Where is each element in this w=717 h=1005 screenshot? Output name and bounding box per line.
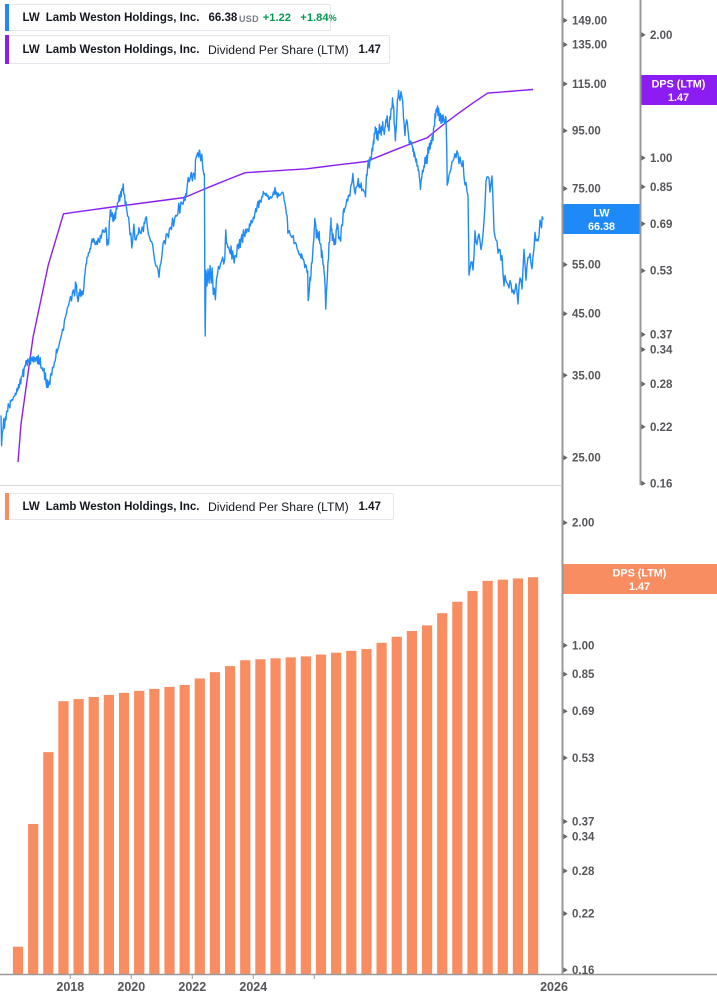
svg-text:55.00: 55.00 — [572, 260, 601, 272]
svg-text:1.00: 1.00 — [650, 153, 672, 165]
svg-text:0.22: 0.22 — [572, 909, 594, 921]
svg-text:95.00: 95.00 — [572, 126, 601, 138]
svg-text:0.53: 0.53 — [572, 753, 594, 765]
svg-text:0.69: 0.69 — [650, 219, 672, 231]
svg-text:2.00: 2.00 — [572, 518, 594, 530]
svg-text:LW: LW — [593, 208, 610, 220]
svg-text:0.85: 0.85 — [572, 669, 595, 681]
svg-text:0.16: 0.16 — [572, 965, 594, 977]
svg-text:115.00: 115.00 — [572, 79, 607, 91]
svg-text:2022: 2022 — [178, 980, 206, 994]
svg-text:DPS (LTM): DPS (LTM) — [613, 568, 667, 580]
svg-text:149.00: 149.00 — [572, 15, 607, 27]
svg-text:0.85: 0.85 — [650, 182, 673, 194]
svg-text:0.37: 0.37 — [650, 330, 672, 342]
svg-text:2020: 2020 — [117, 980, 145, 994]
svg-text:1.47: 1.47 — [629, 581, 650, 593]
svg-text:0.34: 0.34 — [650, 345, 673, 357]
svg-text:66.38: 66.38 — [588, 221, 615, 233]
svg-text:0.22: 0.22 — [650, 422, 672, 434]
svg-text:2.00: 2.00 — [650, 30, 672, 42]
svg-text:0.53: 0.53 — [650, 266, 672, 278]
svg-text:2026: 2026 — [540, 980, 568, 994]
svg-text:2018: 2018 — [56, 980, 84, 994]
svg-text:45.00: 45.00 — [572, 309, 601, 321]
svg-text:135.00: 135.00 — [572, 40, 607, 52]
svg-text:0.28: 0.28 — [572, 866, 595, 878]
svg-text:2024: 2024 — [239, 980, 267, 994]
svg-text:75.00: 75.00 — [572, 184, 601, 196]
svg-text:0.28: 0.28 — [650, 379, 673, 391]
svg-text:0.16: 0.16 — [650, 478, 672, 490]
svg-text:25.00: 25.00 — [572, 453, 601, 465]
svg-text:1.00: 1.00 — [572, 640, 594, 652]
svg-text:35.00: 35.00 — [572, 370, 601, 382]
svg-text:0.34: 0.34 — [572, 832, 595, 844]
svg-text:0.37: 0.37 — [572, 817, 594, 829]
svg-text:1.47: 1.47 — [668, 92, 689, 104]
svg-text:0.69: 0.69 — [572, 706, 594, 718]
svg-text:DPS (LTM): DPS (LTM) — [652, 79, 706, 91]
